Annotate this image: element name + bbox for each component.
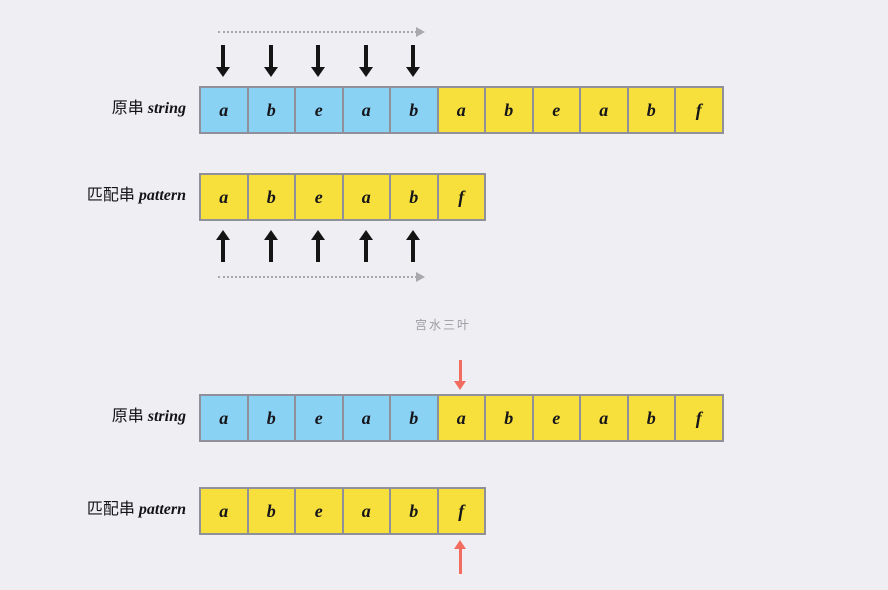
arrow-up-head-icon [406,230,420,240]
cell-a: a [437,395,485,441]
arrow-right-head-icon [416,272,425,282]
cell-b: b [627,395,675,441]
dotted-line [218,31,417,33]
cell-e: e [532,395,580,441]
pattern-row-label-top: 匹配串 pattern [0,186,186,206]
arrow-up-head-icon [216,230,230,240]
cell-a: a [200,174,248,220]
cell-b: b [247,395,295,441]
cell-a: a [580,87,628,133]
string-label-cn: 原串 [111,100,144,117]
arrow-down-head-icon [358,67,373,77]
arrow-stem [316,239,320,262]
cell-f: f [437,174,485,220]
arrow-down-head-icon [216,67,230,77]
arrow-stem [221,45,225,68]
cell-b: b [247,87,295,133]
cell-a: a [200,488,248,534]
pattern-label-en: pattern [138,187,186,204]
cell-a: a [580,395,628,441]
arrow-stem [363,239,368,262]
cell-f: f [437,488,485,534]
string-row-label-top: 原串 string [0,99,186,119]
cell-b: b [627,87,675,133]
cell-a: a [342,395,390,441]
cell-b: b [390,87,438,133]
scan-direction-arrow-bottom [218,271,425,283]
arrow-stem [268,45,273,68]
arrow-down-icon [358,45,373,77]
arrow-up-head-icon [454,540,466,549]
cell-b: b [247,174,295,220]
watermark-text: 宫水三叶 [415,318,472,332]
string-label-en: string [147,100,186,117]
cell-a: a [342,174,390,220]
cell-e: e [295,395,343,441]
arrow-down-icon [311,45,325,77]
cell-a: a [342,87,390,133]
arrow-right-head-icon [416,27,425,37]
arrow-stem [221,239,225,262]
arrow-up-icon [263,230,278,262]
mismatch-pointer-up-icon [454,540,466,574]
cell-b: b [390,174,438,220]
cell-a: a [200,87,248,133]
arrow-stem [268,239,273,262]
string-row-label-bottom: 原串 string [0,407,186,427]
arrow-up-head-icon [263,230,278,240]
cell-e: e [295,174,343,220]
string-label-cn: 原串 [111,408,144,425]
arrow-down-icon [406,45,420,77]
cell-b: b [390,395,438,441]
arrow-stem [316,45,320,68]
scan-direction-arrow-top [218,26,425,38]
arrow-up-icon [358,230,373,262]
string-label-en: string [147,408,186,425]
arrow-up-icon [311,230,325,262]
cell-f: f [675,395,723,441]
arrow-stem [411,45,415,68]
arrow-down-head-icon [454,381,466,390]
pattern-label-en: pattern [138,501,186,518]
matched-pointers-up [216,230,420,262]
pattern-row-label-bottom: 匹配串 pattern [0,500,186,520]
cell-b: b [390,488,438,534]
pattern-label-cn: 匹配串 [86,187,135,204]
cell-b: b [485,395,533,441]
mismatch-pointer-down-icon [454,360,466,390]
dotted-line [218,276,417,278]
matched-pointers-down [216,45,420,77]
arrow-down-head-icon [311,67,325,77]
arrow-up-icon [406,230,420,262]
cell-a: a [342,488,390,534]
cell-b: b [485,87,533,133]
arrow-down-head-icon [263,67,278,77]
cell-b: b [247,488,295,534]
arrow-stem [411,239,415,262]
arrow-up-icon [216,230,230,262]
arrow-down-icon [263,45,278,77]
cell-e: e [295,87,343,133]
cell-e: e [295,488,343,534]
arrow-down-icon [216,45,230,77]
arrow-up-head-icon [311,230,325,240]
arrow-stem [458,548,462,574]
arrow-down-head-icon [406,67,420,77]
arrow-up-head-icon [358,230,373,240]
cell-e: e [532,87,580,133]
cell-f: f [675,87,723,133]
pattern-label-cn: 匹配串 [86,501,135,518]
arrow-stem [458,360,462,382]
cell-a: a [200,395,248,441]
arrow-stem [363,45,368,68]
cell-a: a [437,87,485,133]
